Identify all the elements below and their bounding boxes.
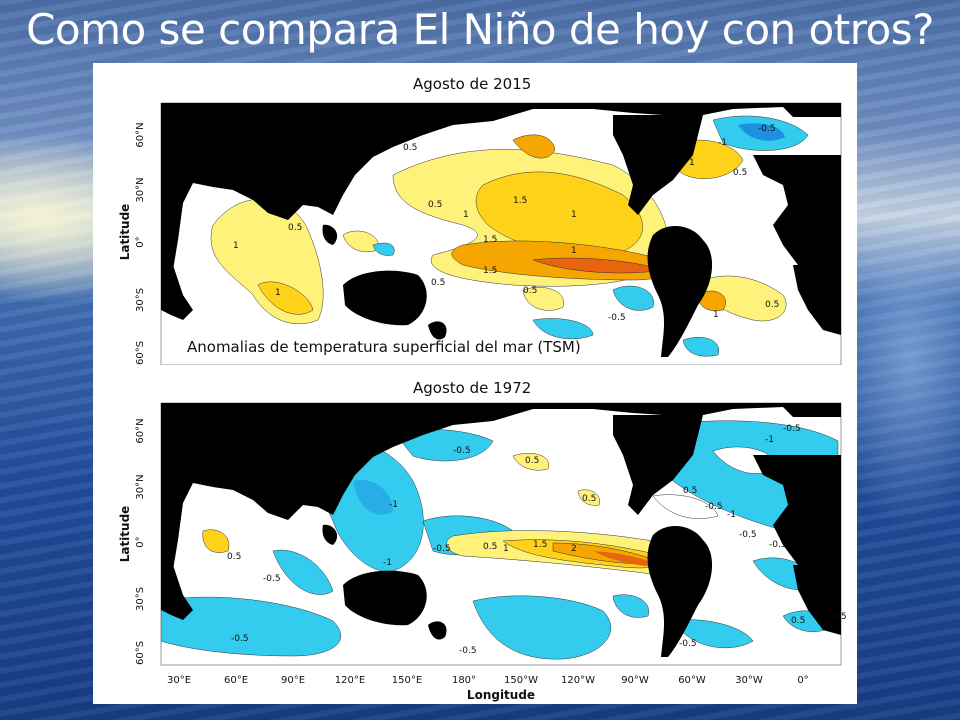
- contour-label: 1: [275, 288, 281, 298]
- contour-label: 1.5: [513, 196, 527, 206]
- lon-tick: 90°W: [621, 675, 649, 686]
- contour-label: 2: [571, 544, 577, 554]
- lon-tick: 60°E: [224, 675, 248, 686]
- contour-label: 0.5: [288, 223, 302, 233]
- sst-overlay-caption: Anomalias de temperatura superficial del…: [187, 338, 581, 356]
- contour-label: 1.5: [483, 266, 497, 276]
- sst-anomaly-figure: Agosto de 2015: [93, 63, 857, 704]
- lat-tick: 60°N: [135, 122, 146, 147]
- contour-label: 0.5: [765, 300, 779, 310]
- contour-label: 1: [571, 210, 577, 220]
- contour-label: 0.5: [428, 200, 442, 210]
- contour-label: -0.5: [608, 313, 626, 323]
- contour-label: -1: [383, 558, 392, 568]
- lat-tick: 30°N: [135, 177, 146, 202]
- lat-tick: 0°: [135, 236, 146, 247]
- contour-label: 0.5: [683, 486, 697, 496]
- contour-label: 0.5: [791, 616, 805, 626]
- contour-label: 0.5: [733, 168, 747, 178]
- contour-label: -0.5: [459, 646, 477, 656]
- panel-1972-map: 60°N 30°N 0° 30°S 60°S Latitude 30°E 60°…: [118, 402, 847, 702]
- contour-label: 1: [233, 241, 239, 251]
- contour-label: 0.5: [431, 278, 445, 288]
- contour-label: 1: [689, 158, 695, 168]
- contour-label: -1: [389, 500, 398, 510]
- contour-label: -1: [718, 138, 727, 148]
- lat-tick: 30°S: [135, 288, 146, 312]
- lat-tick: 60°S: [135, 641, 146, 665]
- contour-label: 1: [713, 310, 719, 320]
- lon-tick: 180°: [452, 675, 476, 686]
- y-axis-title: Latitude: [118, 204, 132, 261]
- contour-label: 0.5: [525, 456, 539, 466]
- contour-label: -0.5: [829, 612, 847, 622]
- lon-tick: 30°W: [735, 675, 763, 686]
- contour-label: 1.5: [483, 235, 497, 245]
- y-axis-title: Latitude: [118, 506, 132, 563]
- lon-tick: 90°E: [281, 675, 305, 686]
- contour-label: -0.5: [263, 574, 281, 584]
- contour-label: -0.5: [705, 502, 723, 512]
- contour-label: 1: [571, 246, 577, 256]
- contour-label: 0.5: [582, 494, 596, 504]
- contour-label: -0.5: [758, 124, 776, 134]
- contour-label: 0.5: [483, 542, 497, 552]
- panel-2015-caption: Agosto de 2015: [413, 75, 532, 93]
- lat-tick: 30°S: [135, 587, 146, 611]
- panel-2015-map: 60°N 30°N 0° 30°S 60°S Latitude 0.5 0.5 …: [118, 102, 842, 365]
- lon-tick: 150°E: [392, 675, 422, 686]
- contour-label: -1: [727, 510, 736, 520]
- lat-tick: 30°N: [135, 474, 146, 499]
- contour-label: 0.5: [403, 143, 417, 153]
- contour-label: -0.5: [783, 424, 801, 434]
- slide-title: Como se compara El Niño de hoy con otros…: [26, 5, 934, 54]
- lon-tick: 0°: [797, 675, 808, 686]
- lat-tick: 60°N: [135, 418, 146, 443]
- lat-tick: 60°S: [135, 341, 146, 365]
- lon-tick: 60°W: [678, 675, 706, 686]
- lat-tick: 0°: [135, 536, 146, 547]
- lon-tick: 150°W: [504, 675, 538, 686]
- contour-label: 1: [503, 544, 509, 554]
- contour-label: 1: [463, 210, 469, 220]
- contour-label: 1.5: [533, 540, 547, 550]
- contour-label: -0.5: [739, 530, 757, 540]
- contour-label: -1: [765, 435, 774, 445]
- contour-label: 0.5: [227, 552, 241, 562]
- contour-label: -0.5: [231, 634, 249, 644]
- contour-label: 0.5: [523, 286, 537, 296]
- lon-tick: 30°E: [167, 675, 191, 686]
- contour-label: -0.5: [679, 639, 697, 649]
- panel-1972-caption: Agosto de 1972: [413, 379, 532, 397]
- contour-label: -0.5: [769, 540, 787, 550]
- lon-tick: 120°E: [335, 675, 365, 686]
- contour-label: -0.5: [453, 446, 471, 456]
- contour-label: -0.5: [433, 544, 451, 554]
- x-axis-title: Longitude: [467, 688, 535, 702]
- lon-tick: 120°W: [561, 675, 595, 686]
